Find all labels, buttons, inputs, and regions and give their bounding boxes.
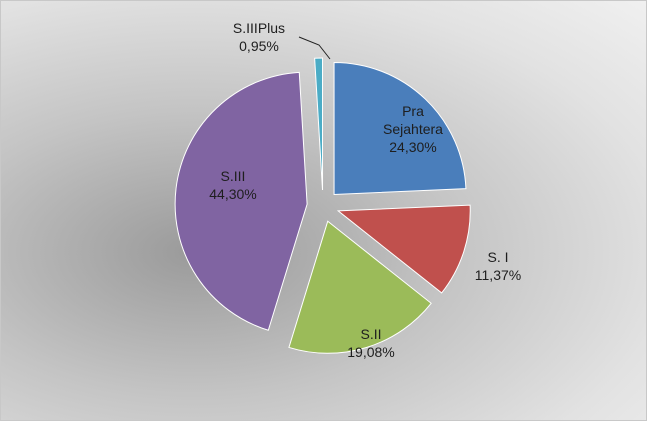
category-label: S.III [220, 168, 246, 184]
slice-label: Pra Sejahtera 24,30% [373, 102, 453, 156]
category-label: S.IIIPlus [232, 20, 286, 36]
leader-line [298, 36, 331, 60]
value-label: 24,30% [389, 139, 437, 155]
category-label: Pra Sejahtera [383, 103, 443, 137]
pie-slice [336, 204, 471, 294]
category-label: S. I [487, 249, 509, 265]
slice-label: S.III 44,30% [209, 167, 256, 203]
slice-label: S.IIIPlus 0,95% [233, 19, 285, 55]
pie-slice [174, 71, 308, 331]
category-label: S.II [360, 326, 382, 342]
pie-slice [288, 220, 432, 354]
value-label: 11,37% [474, 267, 522, 283]
value-label: 19,08% [347, 344, 395, 360]
slice-label: S.II 19,08% [347, 325, 394, 361]
value-label: 44,30% [209, 186, 257, 202]
pie-slice [333, 61, 467, 195]
value-label: 0,95% [239, 38, 279, 54]
slice-label: S. I 11,37% [475, 248, 521, 284]
pie-slice [314, 57, 324, 191]
